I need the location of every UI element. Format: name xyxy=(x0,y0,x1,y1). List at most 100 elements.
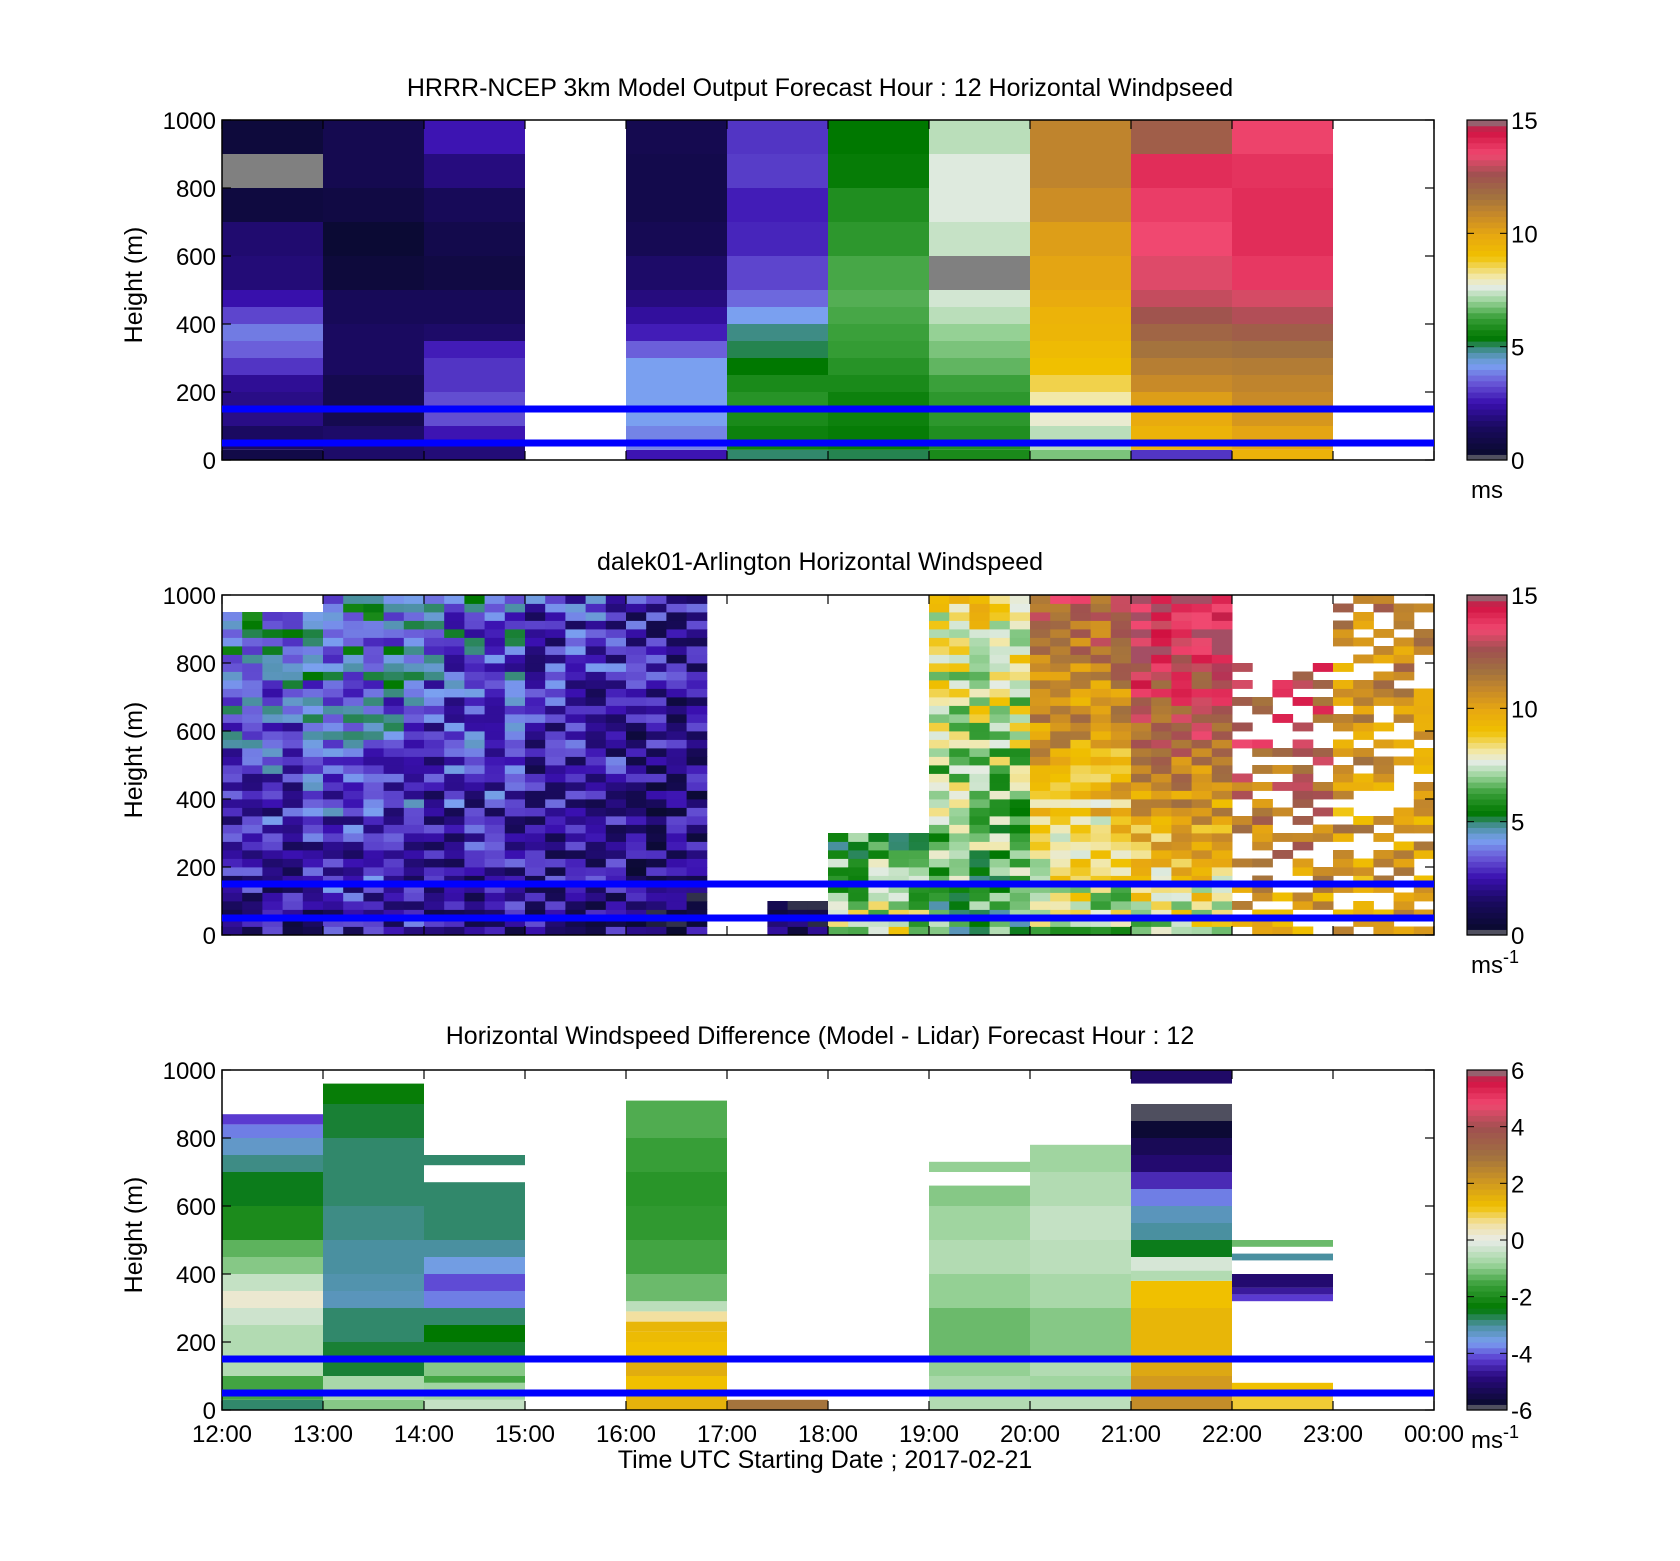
colorbar-swatch xyxy=(1467,663,1507,670)
heatmap-cell xyxy=(868,833,890,842)
heatmap-cell xyxy=(1009,918,1031,927)
heatmap-cell xyxy=(302,926,324,936)
heatmap-cell xyxy=(343,875,364,885)
heatmap-cell xyxy=(888,909,910,919)
heatmap-cell xyxy=(383,867,405,876)
heatmap-cell xyxy=(444,603,465,613)
heatmap-cell xyxy=(1110,901,1132,910)
heatmap-cell xyxy=(484,816,506,825)
heatmap-cell xyxy=(1171,833,1193,842)
heatmap-cell xyxy=(484,901,506,910)
heatmap-cell xyxy=(545,722,566,732)
heatmap-cell xyxy=(1413,731,1435,740)
heatmap-cell xyxy=(1312,697,1334,706)
heatmap-cell xyxy=(424,1376,525,1383)
heatmap-cell xyxy=(242,671,263,681)
colorbar-swatch xyxy=(1467,1268,1507,1275)
heatmap-cell xyxy=(989,918,1011,927)
heatmap-cell xyxy=(828,375,929,392)
heatmap-cell xyxy=(1009,850,1031,859)
heatmap-cell xyxy=(504,858,526,868)
heatmap-cell xyxy=(626,841,647,851)
heatmap-cell xyxy=(262,867,284,876)
heatmap-cell xyxy=(323,290,424,324)
heatmap-cell xyxy=(222,697,243,706)
heatmap-cell xyxy=(646,807,667,817)
heatmap-cell xyxy=(222,714,243,723)
heatmap-cell xyxy=(828,290,929,307)
heatmap-cell xyxy=(302,790,324,800)
heatmap-cell xyxy=(626,629,647,638)
heatmap-cell xyxy=(626,1393,727,1410)
heatmap-cell xyxy=(605,901,627,910)
heatmap-cell xyxy=(929,256,1030,290)
heatmap-cell xyxy=(1110,705,1132,715)
heatmap-cell xyxy=(363,850,385,859)
heatmap-cell xyxy=(545,918,566,927)
heatmap-cell xyxy=(282,807,304,817)
heatmap-cell xyxy=(1131,620,1152,630)
heatmap-cell xyxy=(969,654,991,664)
heatmap-cell xyxy=(444,705,465,715)
heatmap-cell xyxy=(1030,1206,1131,1240)
heatmap-cell xyxy=(1232,697,1253,706)
heatmap-cell xyxy=(969,671,991,681)
heatmap-cell xyxy=(444,680,465,689)
heatmap-cell xyxy=(525,782,546,791)
heatmap-cell xyxy=(1211,773,1233,783)
heatmap-cell xyxy=(969,884,991,893)
heatmap-cell xyxy=(1171,850,1193,859)
colorbar-swatch xyxy=(1467,1200,1507,1207)
colorbar-swatch xyxy=(1467,617,1507,624)
heatmap-cell xyxy=(1292,680,1314,689)
heatmap-cell xyxy=(626,773,647,783)
heatmap-cell xyxy=(1353,654,1374,664)
heatmap-cell xyxy=(828,324,929,341)
heatmap-cell xyxy=(343,748,364,757)
heatmap-cell xyxy=(1373,765,1395,774)
heatmap-cell xyxy=(484,841,506,851)
heatmap-cell xyxy=(1030,409,1131,426)
colorbar-swatch xyxy=(1467,861,1507,868)
heatmap-cell xyxy=(1131,1155,1232,1172)
heatmap-cell xyxy=(222,790,243,800)
heatmap-cell xyxy=(727,307,828,324)
heatmap-cell xyxy=(1191,756,1213,766)
colorbar-tick-label: 4 xyxy=(1511,1115,1524,1142)
heatmap-cell xyxy=(464,799,486,808)
heatmap-cell xyxy=(626,654,647,664)
heatmap-cell xyxy=(1191,901,1213,910)
heatmap-cell xyxy=(444,637,465,647)
heatmap-cell xyxy=(929,646,950,655)
heatmap-cell xyxy=(1070,603,1092,613)
heatmap-cell xyxy=(585,603,607,613)
heatmap-cell xyxy=(949,918,970,927)
heatmap-cell xyxy=(545,901,566,910)
heatmap-cell xyxy=(403,867,425,876)
heatmap-cell xyxy=(1131,892,1152,902)
heatmap-cell xyxy=(646,620,667,630)
colorbar-swatch xyxy=(1467,1155,1507,1162)
heatmap-cell xyxy=(424,358,525,392)
heatmap-cell xyxy=(1272,926,1294,936)
colorbar-tick-label: 5 xyxy=(1511,810,1524,837)
heatmap-cell xyxy=(626,612,647,621)
heatmap-cell xyxy=(323,1104,424,1138)
heatmap-cell xyxy=(222,731,243,740)
heatmap-cell xyxy=(1333,850,1354,859)
heatmap-cell xyxy=(1090,654,1112,664)
heatmap-cell xyxy=(525,816,546,825)
heatmap-cell xyxy=(1131,671,1152,681)
heatmap-cell xyxy=(949,705,970,715)
heatmap-cell xyxy=(545,697,566,706)
heatmap-cell xyxy=(222,918,243,927)
colorbar-swatch xyxy=(1467,1330,1507,1337)
colorbar-swatch xyxy=(1467,375,1507,382)
heatmap-cell xyxy=(222,1138,323,1155)
heatmap-cell xyxy=(222,756,243,766)
colorbar-swatch xyxy=(1467,222,1507,229)
colorbar-swatch xyxy=(1467,629,1507,636)
heatmap-cell xyxy=(949,901,970,910)
heatmap-cell xyxy=(343,858,364,868)
heatmap-cell xyxy=(1090,782,1112,791)
